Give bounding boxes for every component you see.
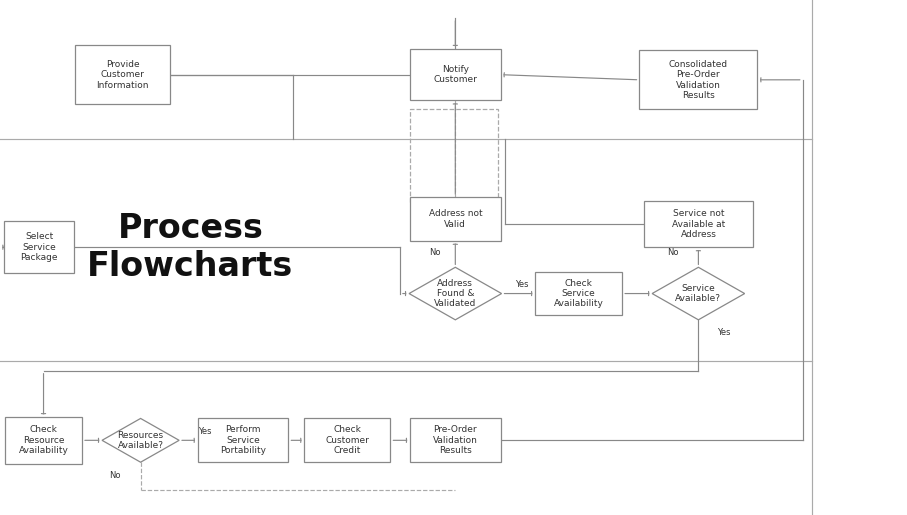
FancyBboxPatch shape	[644, 201, 753, 247]
Polygon shape	[102, 418, 180, 462]
Text: Provide
Customer
Information: Provide Customer Information	[96, 60, 149, 90]
Text: Check
Service
Availability: Check Service Availability	[554, 279, 603, 308]
FancyBboxPatch shape	[4, 221, 74, 273]
Text: Notify
Customer: Notify Customer	[434, 65, 477, 84]
FancyBboxPatch shape	[410, 197, 501, 241]
FancyBboxPatch shape	[535, 272, 622, 315]
Text: Select
Service
Package: Select Service Package	[20, 232, 58, 262]
Text: No: No	[430, 248, 441, 258]
FancyBboxPatch shape	[639, 50, 757, 110]
Text: Perform
Service
Portability: Perform Service Portability	[220, 425, 266, 455]
Text: Service
Available?: Service Available?	[676, 284, 721, 303]
Polygon shape	[652, 267, 745, 320]
Text: Yes: Yes	[717, 328, 730, 337]
Text: Process
Flowcharts: Process Flowcharts	[87, 212, 294, 283]
Text: No: No	[668, 248, 678, 258]
FancyBboxPatch shape	[75, 45, 171, 105]
FancyBboxPatch shape	[410, 418, 501, 462]
Text: Service not
Available at
Address: Service not Available at Address	[672, 209, 725, 239]
Text: Address not
Valid: Address not Valid	[428, 209, 483, 229]
FancyBboxPatch shape	[198, 418, 288, 462]
FancyBboxPatch shape	[410, 49, 501, 100]
Text: Consolidated
Pre-Order
Validation
Results: Consolidated Pre-Order Validation Result…	[668, 60, 728, 100]
Text: Check
Customer
Credit: Check Customer Credit	[326, 425, 369, 455]
FancyBboxPatch shape	[5, 417, 82, 464]
Polygon shape	[409, 267, 502, 320]
Text: Pre-Order
Validation
Results: Pre-Order Validation Results	[433, 425, 478, 455]
Text: Check
Resource
Availability: Check Resource Availability	[19, 425, 68, 455]
Text: Yes: Yes	[198, 426, 211, 436]
Text: Address
Found &
Validated: Address Found & Validated	[434, 279, 476, 308]
Text: No: No	[110, 471, 121, 479]
Text: Yes: Yes	[515, 280, 528, 289]
FancyBboxPatch shape	[305, 418, 390, 462]
Text: Resources
Available?: Resources Available?	[118, 431, 163, 450]
